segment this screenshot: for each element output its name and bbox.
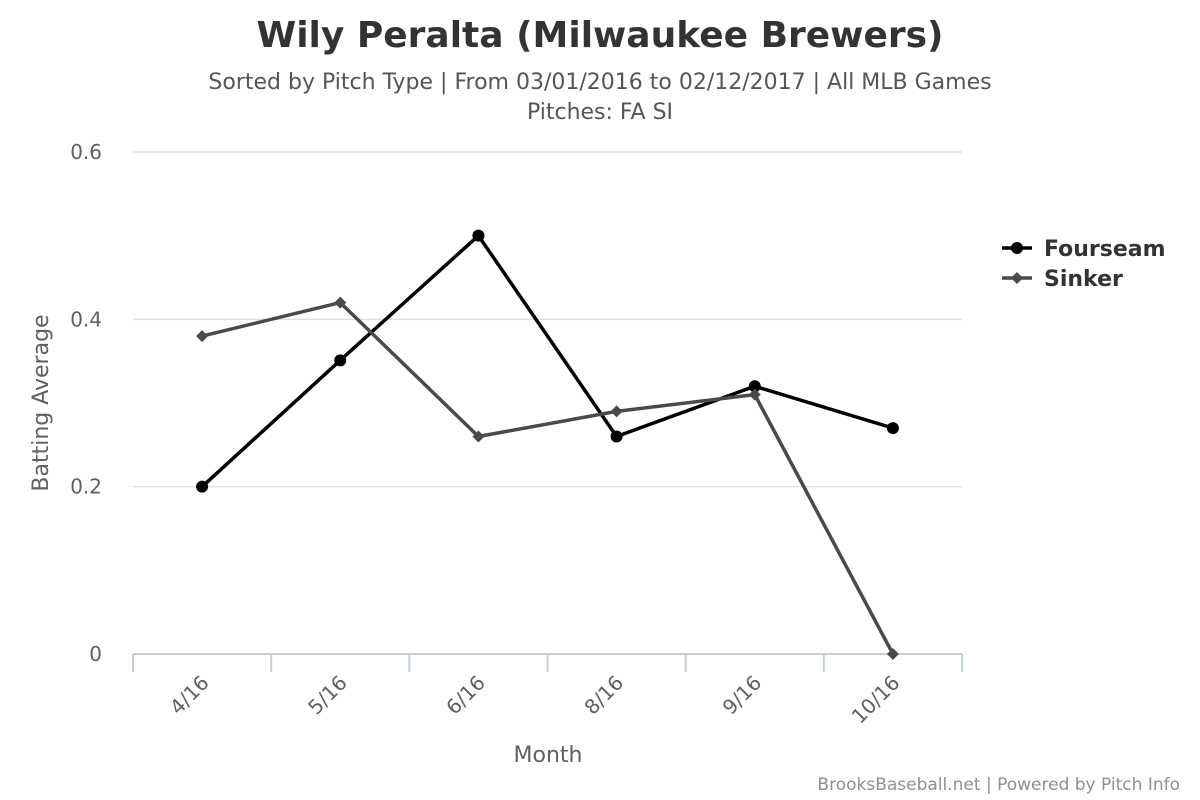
legend[interactable]: Fourseam Sinker — [1002, 237, 1166, 292]
x-axis: 4/16 5/16 6/16 8/16 9/16 10/16 — [132, 653, 963, 729]
legend-label: Fourseam — [1044, 237, 1166, 262]
fourseam-point[interactable] — [472, 229, 485, 242]
legend-item-fourseam[interactable]: Fourseam — [1002, 237, 1166, 262]
series-sinker — [196, 296, 899, 660]
sinker-point[interactable] — [748, 388, 761, 401]
series-fourseam — [196, 229, 899, 493]
legend-circle-marker — [1011, 242, 1023, 254]
chart-subtitle-line-1: Sorted by Pitch Type | From 03/01/2016 t… — [208, 70, 991, 95]
y-tick-label: 0.6 — [70, 140, 102, 164]
legend-item-sinker[interactable]: Sinker — [1002, 267, 1123, 292]
x-tick-label: 6/16 — [441, 671, 490, 720]
fourseam-point[interactable] — [886, 422, 899, 435]
credits-text[interactable]: BrooksBaseball.net | Powered by Pitch In… — [817, 775, 1180, 795]
sinker-point[interactable] — [196, 330, 209, 343]
y-axis-ticks: 0 0.2 0.4 0.6 — [70, 140, 102, 666]
x-tick-label: 8/16 — [579, 671, 628, 720]
y-tick-label: 0 — [89, 642, 102, 666]
y-axis-title: Batting Average — [29, 314, 54, 491]
sinker-point[interactable] — [334, 296, 347, 309]
fourseam-point[interactable] — [334, 354, 347, 367]
y-tick-label: 0.4 — [70, 307, 102, 331]
x-tick-label: 4/16 — [165, 671, 214, 720]
sinker-point[interactable] — [472, 430, 485, 443]
fourseam-line — [200, 233, 895, 489]
fourseam-point[interactable] — [196, 480, 209, 493]
x-tick-label: 10/16 — [847, 671, 905, 729]
x-tick-label: 5/16 — [303, 671, 352, 720]
chart-subtitle-line-2: Pitches: FA SI — [527, 100, 673, 125]
fourseam-point[interactable] — [748, 380, 761, 393]
legend-diamond-marker — [1011, 272, 1023, 284]
fourseam-point[interactable] — [610, 430, 623, 443]
chart-title: Wily Peralta (Milwaukee Brewers) — [256, 15, 943, 56]
sinker-point[interactable] — [886, 648, 899, 660]
sinker-point[interactable] — [610, 405, 623, 418]
x-tick-label: 9/16 — [718, 671, 767, 720]
series-layer — [196, 229, 899, 660]
y-tick-label: 0.2 — [70, 475, 102, 499]
x-axis-title: Month — [514, 743, 583, 768]
legend-label: Sinker — [1044, 267, 1123, 292]
sinker-line — [200, 300, 895, 656]
